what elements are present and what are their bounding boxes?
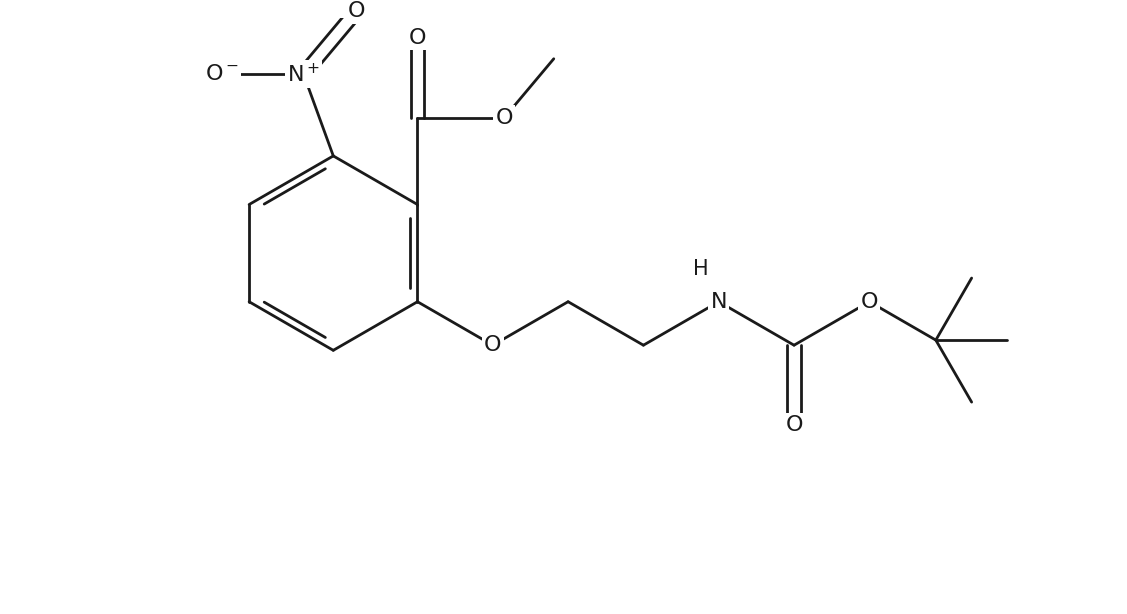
Text: N$^+$: N$^+$ [287, 63, 320, 86]
Text: O: O [786, 415, 802, 435]
Text: O: O [347, 1, 365, 21]
Text: N: N [710, 292, 727, 312]
Text: H: H [692, 259, 708, 279]
Text: O$^-$: O$^-$ [205, 64, 239, 84]
Text: O: O [409, 28, 426, 48]
Text: O: O [483, 335, 502, 356]
Text: O: O [861, 292, 878, 312]
Text: O: O [496, 107, 513, 128]
